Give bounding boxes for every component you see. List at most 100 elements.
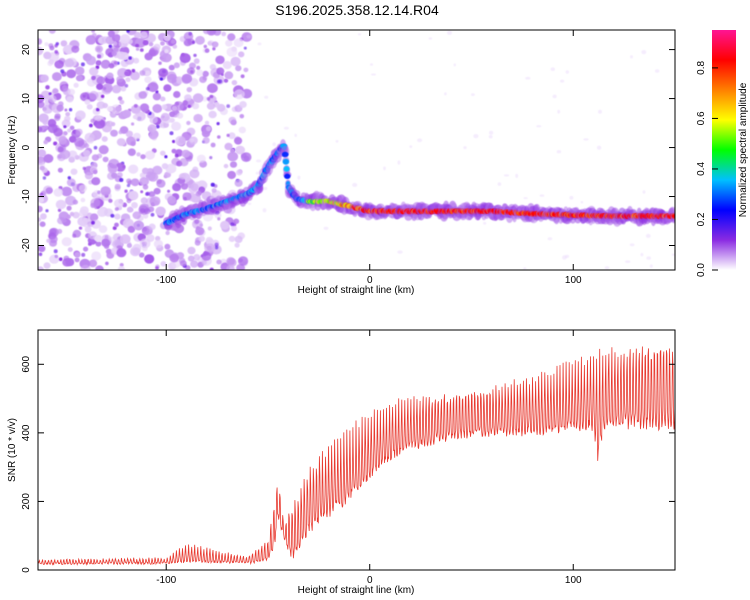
spectrogram-cell	[74, 66, 85, 76]
spectrogram-cell	[43, 262, 51, 269]
spectrogram-cell	[57, 146, 64, 153]
spectrogram-cell	[583, 138, 589, 141]
spectrogram-cell	[565, 70, 569, 74]
spectrogram-cell	[156, 179, 166, 188]
spectrogram-cell	[44, 42, 49, 47]
spectrogram-cell	[645, 233, 651, 238]
spectrogram-cell	[120, 59, 129, 68]
spectrogram-cell	[221, 31, 227, 37]
spectrogram-cell	[120, 34, 131, 44]
spectrogram-cell	[262, 208, 267, 213]
spectrogram-cell	[103, 86, 107, 91]
spectrogram-cell	[57, 208, 62, 212]
spectrogram-cell	[126, 206, 134, 213]
spectrogram-cell	[39, 165, 45, 171]
spectrogram-cell	[233, 89, 245, 100]
spectrogram-cell	[133, 132, 141, 140]
spectrogram-cell	[216, 79, 221, 84]
spectrogram-cell	[181, 73, 193, 84]
spectrogram-cell	[202, 137, 210, 144]
spectrogram-cell	[179, 53, 191, 64]
spectrogram-marks	[38, 30, 675, 270]
spectrogram-cell	[91, 32, 97, 38]
colorbar-tick-label: 0.4	[696, 162, 707, 176]
spectrogram-cell	[235, 65, 242, 72]
spectrogram-cell	[417, 138, 423, 143]
spectrogram-cell	[108, 62, 115, 69]
spectrogram-cell	[78, 226, 83, 230]
spectrogram-cell	[171, 121, 182, 131]
spectrogram-cell	[243, 46, 247, 50]
spectrogram-cell	[489, 130, 494, 135]
spectrogram-cell	[127, 148, 136, 156]
spectrogram-cell	[43, 154, 54, 163]
spectrogram-cell	[126, 198, 132, 204]
colorbar-tick-label: 0.0	[696, 263, 707, 277]
snr-panel: -100 0 100 0 200 400 600 Height of straight li…	[7, 329, 676, 596]
spectrogram-cell	[91, 220, 95, 225]
spectrogram-cell	[68, 108, 73, 112]
spectrogram-cell	[195, 35, 205, 45]
spectrogram-cell	[222, 61, 232, 70]
spectrogram-cell	[397, 160, 401, 165]
spectrogram-cell	[227, 170, 237, 180]
spectrogram-cell	[43, 140, 48, 145]
spectrogram-cell	[236, 169, 243, 176]
spectrogram-cell	[140, 154, 146, 160]
spectrogram-cell	[182, 100, 188, 106]
spectrogram-cell	[133, 104, 138, 108]
spectrogram-cell	[98, 145, 109, 155]
spectrogram-cell	[230, 148, 235, 154]
spectrogram-cell	[357, 33, 362, 36]
spectrogram-cell	[149, 116, 158, 124]
spectrogram-cell	[81, 252, 86, 257]
spectrogram-cell	[139, 48, 144, 52]
spectrogram-cell	[39, 221, 46, 227]
spectrogram-cell	[117, 266, 125, 270]
spectrogram-cell	[246, 34, 252, 39]
spectrogram-cell	[133, 31, 142, 39]
spectrogram-cell	[598, 109, 602, 114]
spectrogram-cell	[91, 177, 101, 186]
spectrogram-cell	[114, 213, 121, 220]
spectrogram-cell	[130, 178, 140, 187]
spectrogram-cell	[159, 77, 163, 81]
spectrogram-cell	[132, 114, 138, 120]
spectrogram-cell	[155, 124, 160, 129]
snr-xtick-label: 100	[565, 575, 582, 586]
spectrogram-cell	[128, 164, 139, 174]
spectrogram-cell	[84, 226, 92, 233]
spectrogram-cell	[164, 243, 171, 250]
spectrogram-cell	[240, 152, 252, 163]
spectrogram-cell	[186, 120, 191, 126]
spectrogram-cell	[282, 158, 290, 165]
spectrogram-cell	[428, 37, 433, 40]
spectrogram-cell	[214, 242, 219, 247]
spectrogram-cell	[54, 60, 64, 69]
spectrogram-cell	[102, 156, 109, 163]
spectrogram-cell	[176, 112, 184, 119]
spectrogram-cell	[112, 226, 117, 231]
spectrogram-cell	[83, 246, 89, 252]
spectrogram-cell	[247, 202, 252, 206]
spectrogram-cell	[671, 214, 675, 219]
spectrogram-cell	[625, 260, 631, 264]
spectrogram-cell	[114, 207, 119, 211]
spectrogram-cell	[57, 167, 64, 173]
spectrogram-cell	[148, 191, 156, 198]
spectrogram-cell	[207, 83, 218, 94]
spectrogram-cell	[283, 126, 289, 130]
spectrogram-cell	[74, 257, 80, 263]
spectrogram-cell	[201, 129, 211, 138]
spectrogram-cell	[642, 190, 646, 194]
spectrogram-cell	[197, 190, 203, 195]
spectrogram-cell	[100, 94, 105, 98]
spectrogram-cell	[176, 76, 183, 82]
spectrogram-cell	[294, 133, 298, 137]
spectrogram-cell	[96, 107, 100, 112]
spectrogram-cell	[63, 125, 67, 129]
spectrogram-cell	[220, 220, 230, 230]
spectrogram-cell	[149, 196, 161, 207]
spectrogram-cell	[203, 30, 210, 35]
